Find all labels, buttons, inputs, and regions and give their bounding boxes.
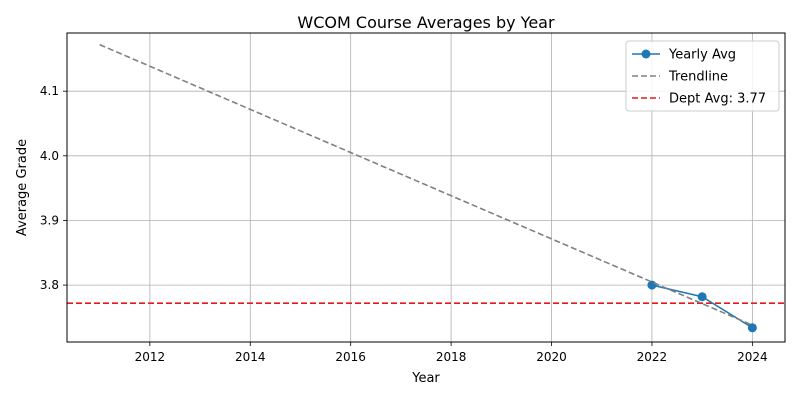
yearly-avg-line: [651, 284, 753, 329]
chart-title: WCOM Course Averages by Year: [297, 13, 555, 32]
legend-label: Yearly Avg: [668, 48, 736, 63]
yearly-avg-point: [647, 280, 657, 290]
y-tick-label: 3.8: [40, 278, 59, 292]
yearly-avg-point: [697, 292, 707, 302]
trendline: [99, 43, 753, 326]
legend-entry: Trendline: [632, 70, 728, 85]
legend-marker: [641, 49, 651, 59]
x-tick-label: 2024: [737, 350, 768, 364]
y-tick-label: 4.0: [40, 149, 59, 163]
legend-label: Dept Avg: 3.77: [669, 92, 766, 107]
legend-label: Trendline: [668, 70, 728, 85]
y-axis-label: Average Grade: [15, 139, 30, 236]
plot-frame: [66, 32, 786, 343]
x-tick-label: 2012: [135, 350, 166, 364]
x-tick-label: 2020: [536, 350, 567, 364]
series: [99, 43, 757, 333]
x-tick-label: 2022: [637, 350, 668, 364]
y-tick-label: 3.9: [40, 213, 59, 227]
legend-entry: Yearly Avg: [632, 48, 736, 63]
y-tick-label: 4.1: [40, 84, 59, 98]
legend: Yearly Avg Trendline Dept Avg: 3.77: [625, 40, 780, 112]
yearly-avg-point: [747, 323, 757, 333]
x-tick-label: 2014: [235, 350, 266, 364]
x-tick-label: 2018: [436, 350, 467, 364]
x-tick-label: 2016: [335, 350, 366, 364]
x-axis-label: Year: [411, 371, 440, 386]
legend-entry: Dept Avg: 3.77: [632, 92, 766, 107]
legend-box: [625, 40, 780, 112]
axis-ticks: 2012 2014 2016 2018 2020 2022 2024 3.8 3.9 4.0 4.1: [40, 84, 768, 364]
